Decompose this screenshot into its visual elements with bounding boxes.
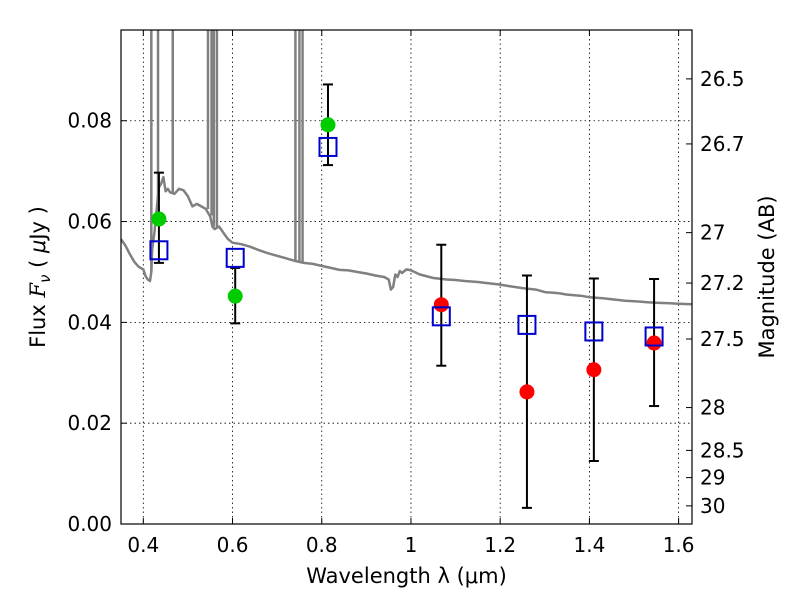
- y-axis-label-sub: ν: [36, 275, 54, 283]
- x-tick-label: 0.4: [127, 533, 159, 557]
- y-axis-label-part: (: [26, 253, 50, 275]
- model-flux-square: [431, 306, 451, 327]
- photometry-point: [586, 362, 602, 378]
- model-flux-square: [225, 247, 245, 268]
- y-tick-label: 0.04: [67, 310, 112, 334]
- model-flux-square: [644, 326, 664, 347]
- right-tick-label: 26.7: [700, 132, 745, 156]
- photometry-point: [519, 384, 535, 400]
- model-flux-square: [318, 136, 338, 157]
- photometry-point: [433, 297, 449, 313]
- right-tick-label: 30: [700, 494, 725, 518]
- data-markers: [149, 117, 664, 400]
- x-tick-label: 0.6: [217, 533, 249, 557]
- model-flux-square: [584, 321, 604, 342]
- x-axis-label: Wavelength λ (μm): [306, 564, 507, 588]
- y-axis-label: Flux Fν ( μJy ): [26, 206, 54, 348]
- right-tick-label: 27: [700, 221, 725, 245]
- plot-frame: [120, 29, 693, 525]
- y-axis-label-var: F: [26, 282, 50, 299]
- x-tick-label: 1.2: [484, 533, 516, 557]
- right-tick-label: 27.2: [700, 271, 745, 295]
- y-axis-label-unit-greek: μ: [26, 240, 50, 254]
- spectrum-continuum: [119, 175, 693, 306]
- x-tick-label: 1: [405, 533, 418, 557]
- right-tick-label: 28.5: [700, 438, 745, 462]
- x-tick-label: 1.4: [573, 533, 605, 557]
- x-tick-label: 1.6: [663, 533, 695, 557]
- right-tick-label: 28: [700, 396, 725, 420]
- x-tick-label: 0.8: [306, 533, 338, 557]
- photometry-point: [227, 288, 243, 304]
- y-axis-label-unit: Jy ): [26, 206, 50, 242]
- grid: [121, 30, 692, 524]
- y-tick-label: 0.00: [67, 512, 112, 536]
- y-tick-label: 0.08: [67, 109, 112, 133]
- right-tick-label: 29: [700, 466, 725, 490]
- y-axis-label-part: Flux: [26, 298, 50, 348]
- photometry-point: [151, 211, 167, 227]
- y-tick-label: 0.02: [67, 411, 112, 435]
- photometry-point: [320, 117, 336, 133]
- right-tick-label: 27.5: [700, 327, 745, 351]
- right-tick-label: 26.5: [700, 67, 745, 91]
- model-flux-square: [517, 314, 537, 335]
- right-axis-label: Magnitude (AB): [755, 195, 779, 358]
- photometry-point: [646, 335, 662, 351]
- model-spectrum: [119, 30, 693, 306]
- model-flux-square: [149, 240, 169, 261]
- y-tick-label: 0.06: [67, 210, 112, 234]
- axis-ticks: 0.4 0.6 0.8 1 1.2 1.4 1.6 0.00 0.02 0.04 0.06 0.08 2…: [67, 30, 745, 557]
